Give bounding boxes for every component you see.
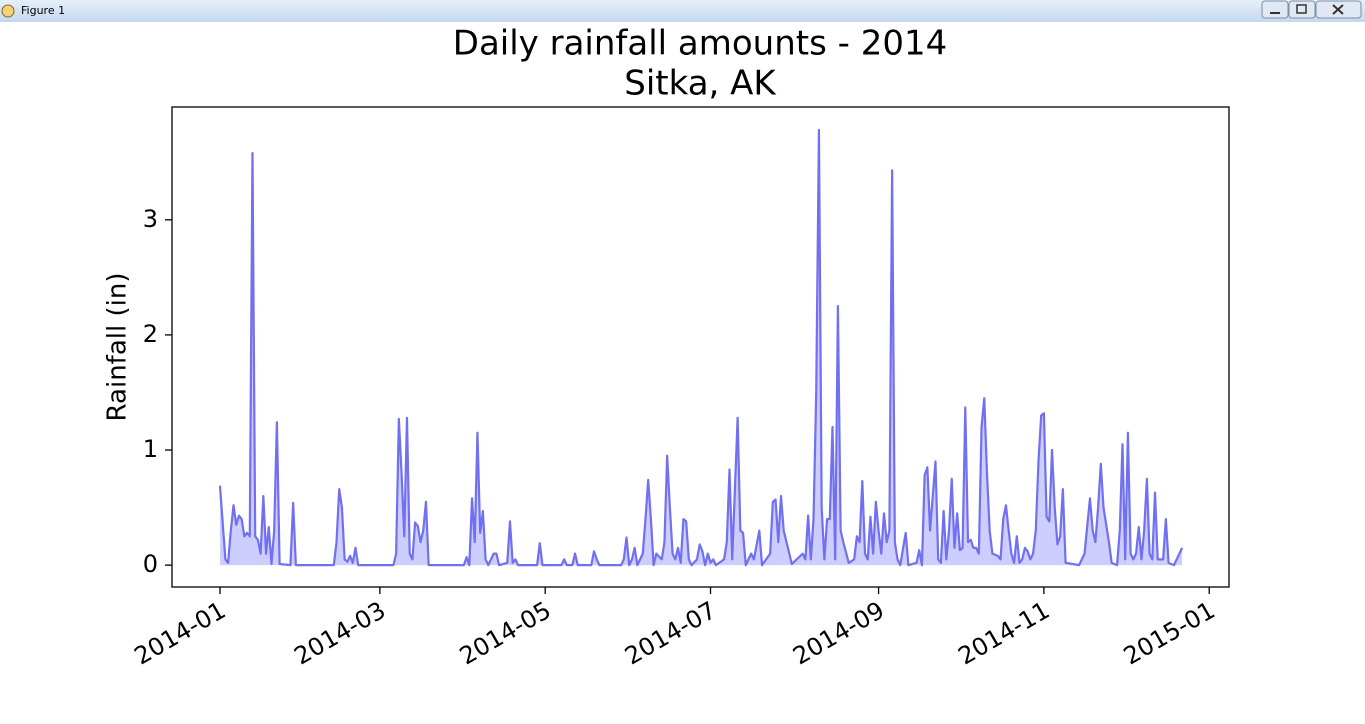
window-title: Figure 1 <box>21 4 65 17</box>
x-tick-label: 2015-01 <box>1119 596 1220 670</box>
close-icon <box>1332 4 1344 15</box>
x-tick-label: 2014-09 <box>788 596 889 670</box>
maximize-button[interactable] <box>1288 0 1316 19</box>
y-tick-label: 2 <box>143 320 158 348</box>
chart-subtitle: Sitka, AK <box>624 64 777 104</box>
x-tick-label: 2014-01 <box>130 596 231 670</box>
maximize-icon <box>1296 4 1307 14</box>
minimize-button[interactable] <box>1261 0 1289 19</box>
y-tick-label: 3 <box>143 205 158 233</box>
axes-frame <box>171 106 1230 588</box>
y-tick-label: 1 <box>143 435 158 463</box>
rainfall-line <box>218 128 1184 567</box>
y-tick-label: 0 <box>143 550 158 578</box>
x-tick-label: 2014-03 <box>290 596 391 670</box>
plot-area <box>218 128 1184 567</box>
app-icon <box>1 4 15 18</box>
x-tick-label: 2014-07 <box>620 596 721 670</box>
title-bar <box>0 0 1365 22</box>
y-axis-label: Rainfall (in) <box>103 273 133 422</box>
x-tick-label: 2014-05 <box>455 596 556 670</box>
x-tick-label: 2014-11 <box>954 596 1055 670</box>
chart-title: Daily rainfall amounts - 2014 <box>453 24 947 64</box>
